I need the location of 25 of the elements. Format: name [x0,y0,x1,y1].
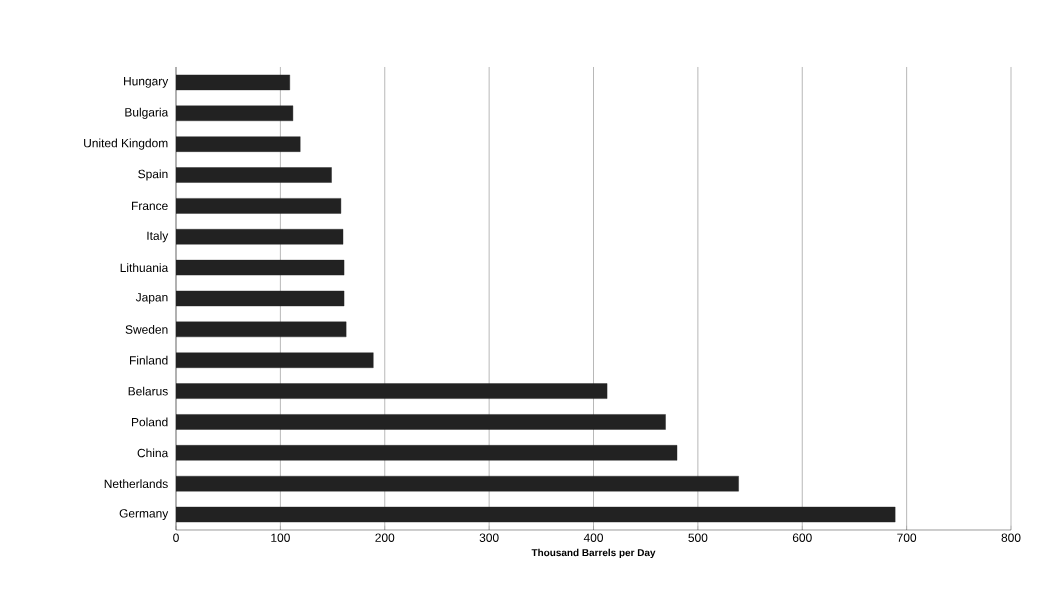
y-tick-label: Hungary [124,77,169,88]
x-tick-label: 800 [1001,533,1021,542]
y-tick-label: Netherlands [104,479,168,489]
x-tick-label: 700 [897,533,917,542]
y-tick-label: Germany [119,509,169,520]
y-tick-label: Japan [135,293,168,304]
y-tick-label: Bulgaria [125,107,169,119]
y-tick-label: France [132,201,168,211]
y-tick-label: Sweden [125,324,168,334]
y-tick-label: United Kingdom [84,138,168,150]
x-tick-label: 200 [375,533,395,542]
y-tick-label: China [137,448,169,458]
y-tick-label: Lithuania [120,263,169,273]
y-tick-label: Italy [147,231,169,243]
x-tick-label: 500 [688,533,708,542]
y-tick-label: Spain [138,169,168,181]
x-tick-label: 100 [271,533,290,542]
y-tick-label: Finland [130,355,168,365]
x-tick-label: 600 [792,533,812,542]
y-tick-label: Belarus [128,386,168,396]
x-tick-label: 0 [173,533,179,542]
y-tick-label: Poland [132,417,168,427]
x-axis-title: Thousand Barrels per Day [531,548,656,559]
x-tick-label: 400 [583,533,604,542]
x-tick-label: 300 [479,533,499,542]
